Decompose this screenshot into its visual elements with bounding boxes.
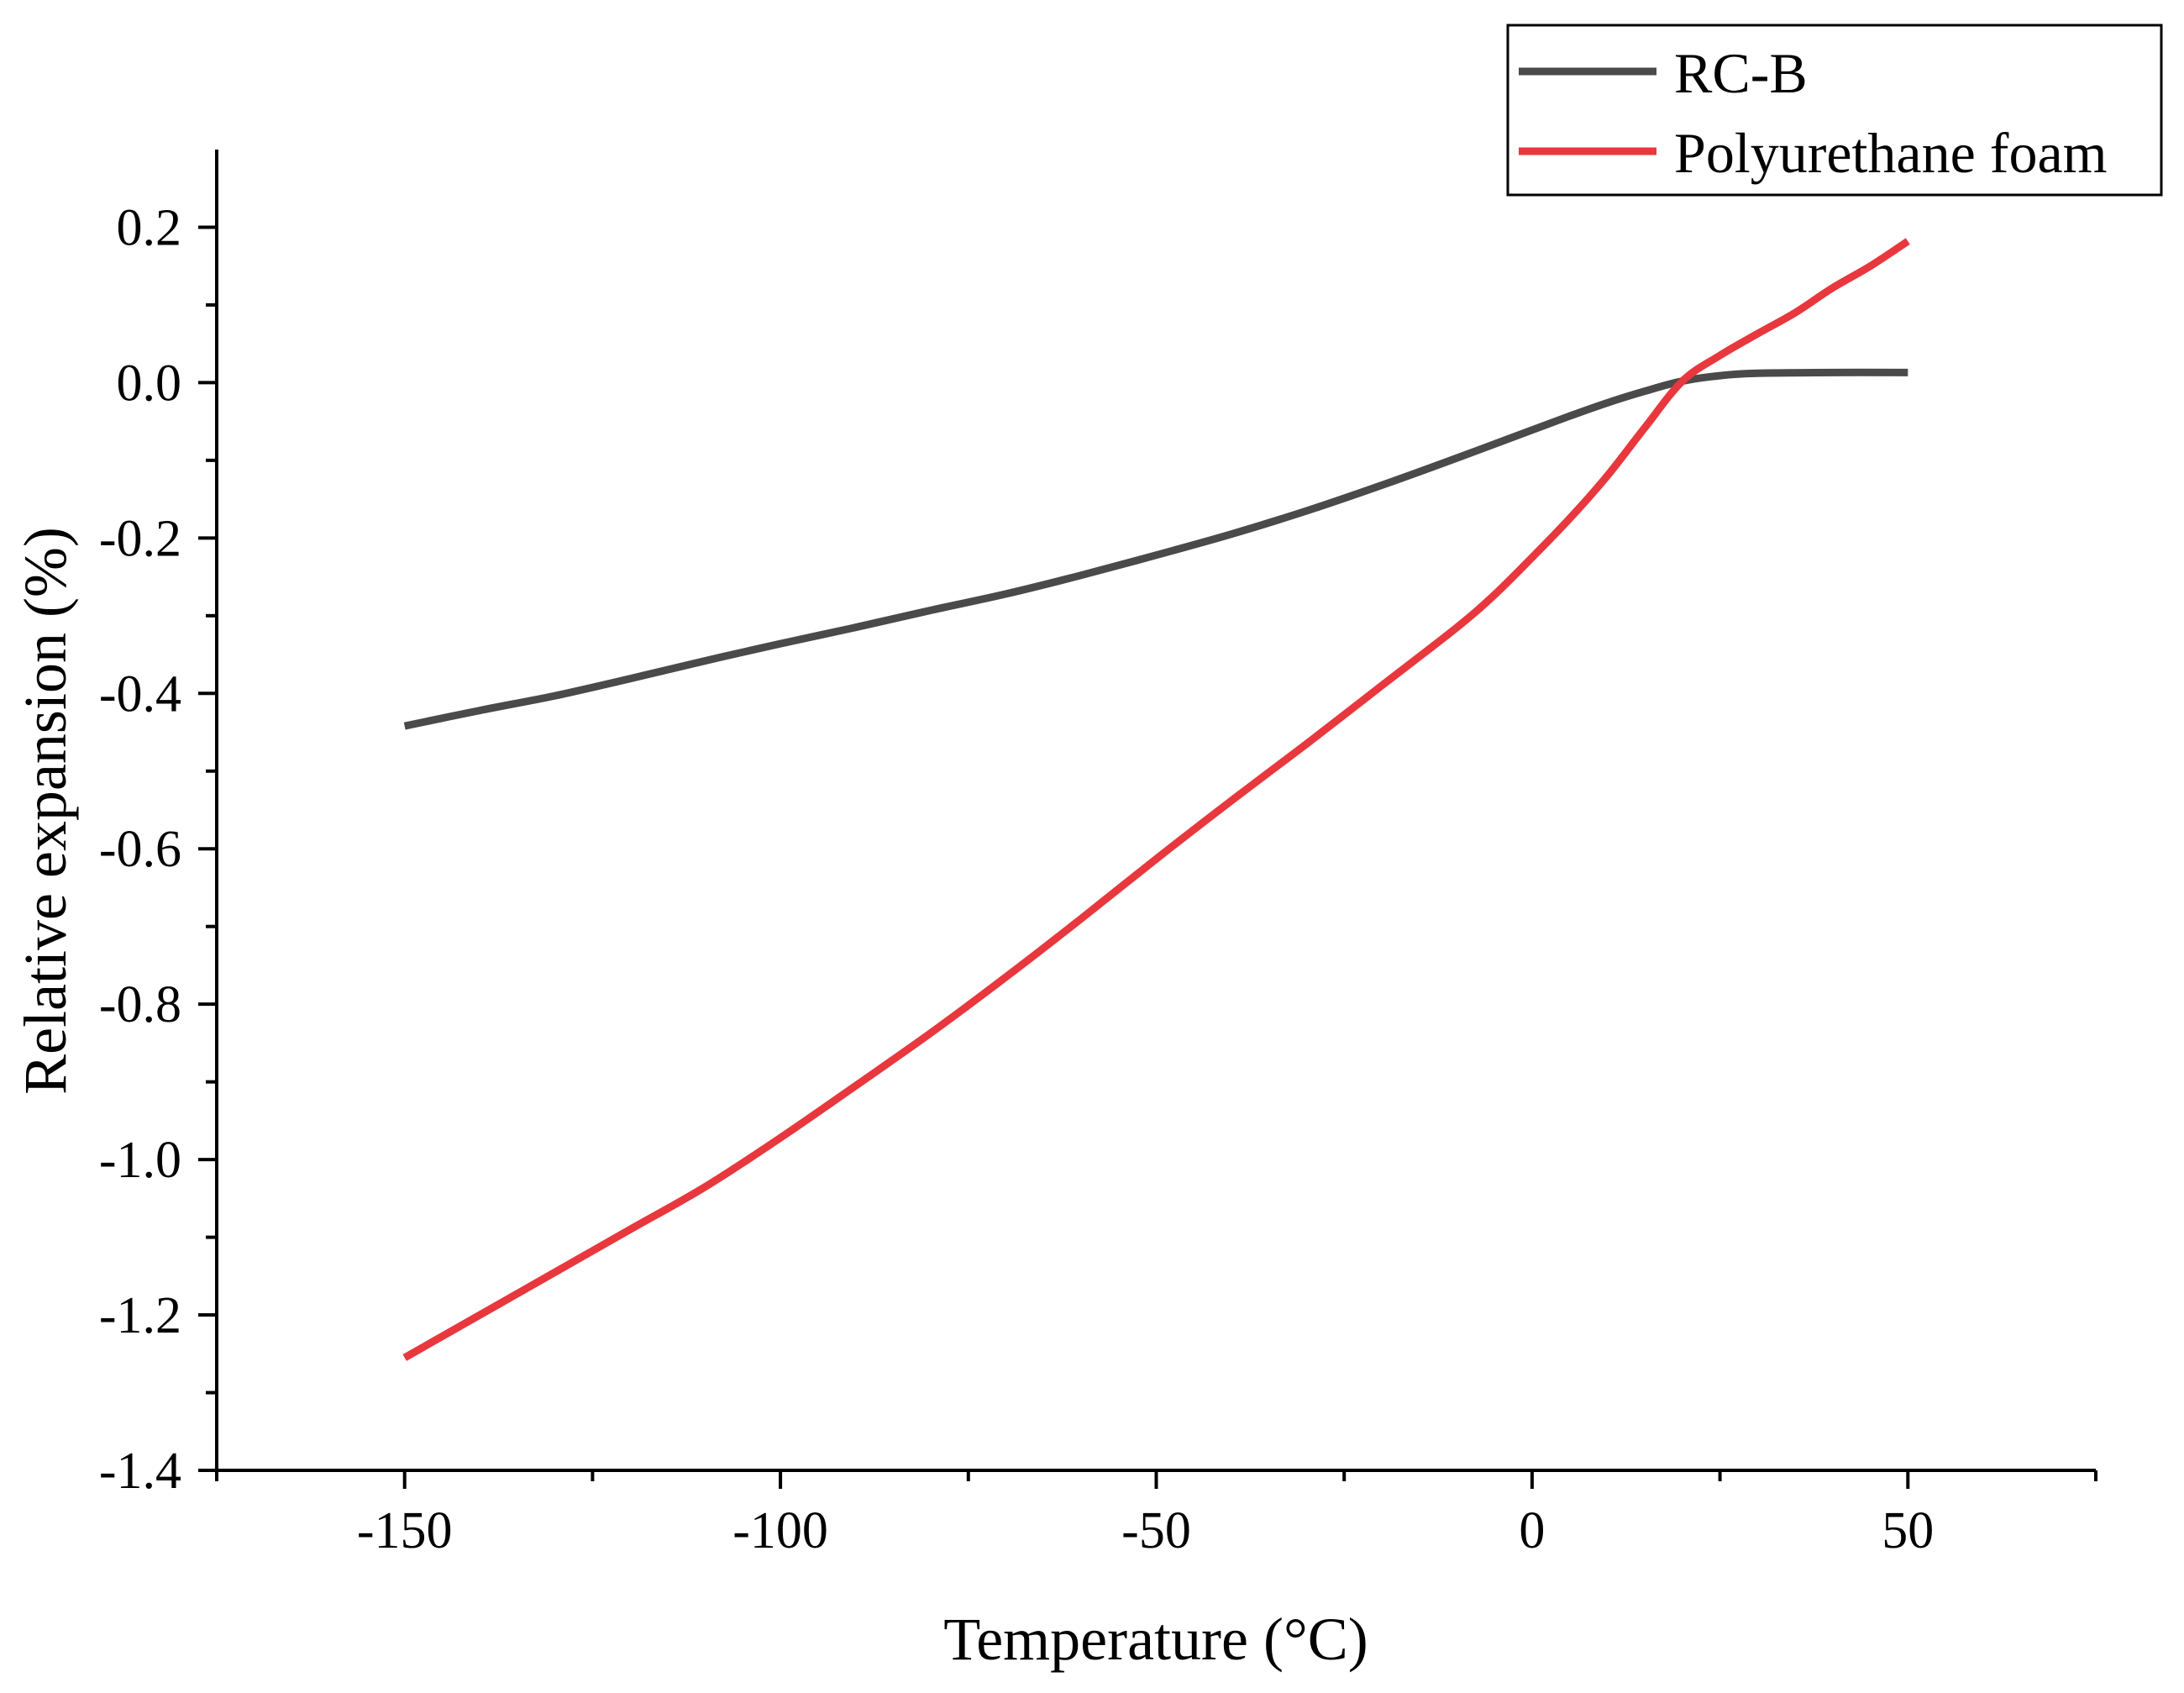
series-line-rc-b (403, 368, 1908, 730)
x-tick-label: 0 (1519, 1502, 1545, 1559)
legend-box (1506, 24, 2163, 197)
y-tick-label: -0.6 (99, 821, 181, 878)
y-tick-label: -1.0 (99, 1132, 181, 1189)
series-line-polyurethane-foam (402, 238, 1910, 1361)
y-tick-label: -1.2 (99, 1287, 181, 1344)
y-tick-label: 0.2 (117, 199, 182, 256)
x-tick-label: -50 (1121, 1502, 1191, 1559)
legend-label-polyurethane-foam: Polyurethane foam (1674, 121, 2108, 185)
x-tick-label: -150 (357, 1502, 453, 1559)
y-tick-label: -1.4 (99, 1443, 181, 1500)
x-tick-label: 50 (1882, 1502, 1934, 1559)
plot-lines (402, 238, 1910, 1361)
legend: RC-B Polyurethane foam (1506, 24, 2163, 197)
ticks: -150 -100 -50 0 50 -1.4 -1.2 -1.0 -0.8 -0.6 -0.4 -0… (99, 199, 2097, 1559)
x-axis-title: Temperature (°C) (943, 1606, 1368, 1673)
legend-label-rc-b: RC-B (1674, 41, 1808, 105)
y-tick-label: -0.8 (99, 976, 181, 1033)
y-tick-label: -0.4 (99, 665, 181, 723)
y-tick-label: -0.2 (99, 510, 181, 567)
y-tick-label: 0.0 (117, 355, 182, 412)
axes (215, 150, 2096, 1472)
y-axis-title: Relative expansion (%) (12, 527, 79, 1095)
x-tick-label: -100 (732, 1502, 828, 1559)
